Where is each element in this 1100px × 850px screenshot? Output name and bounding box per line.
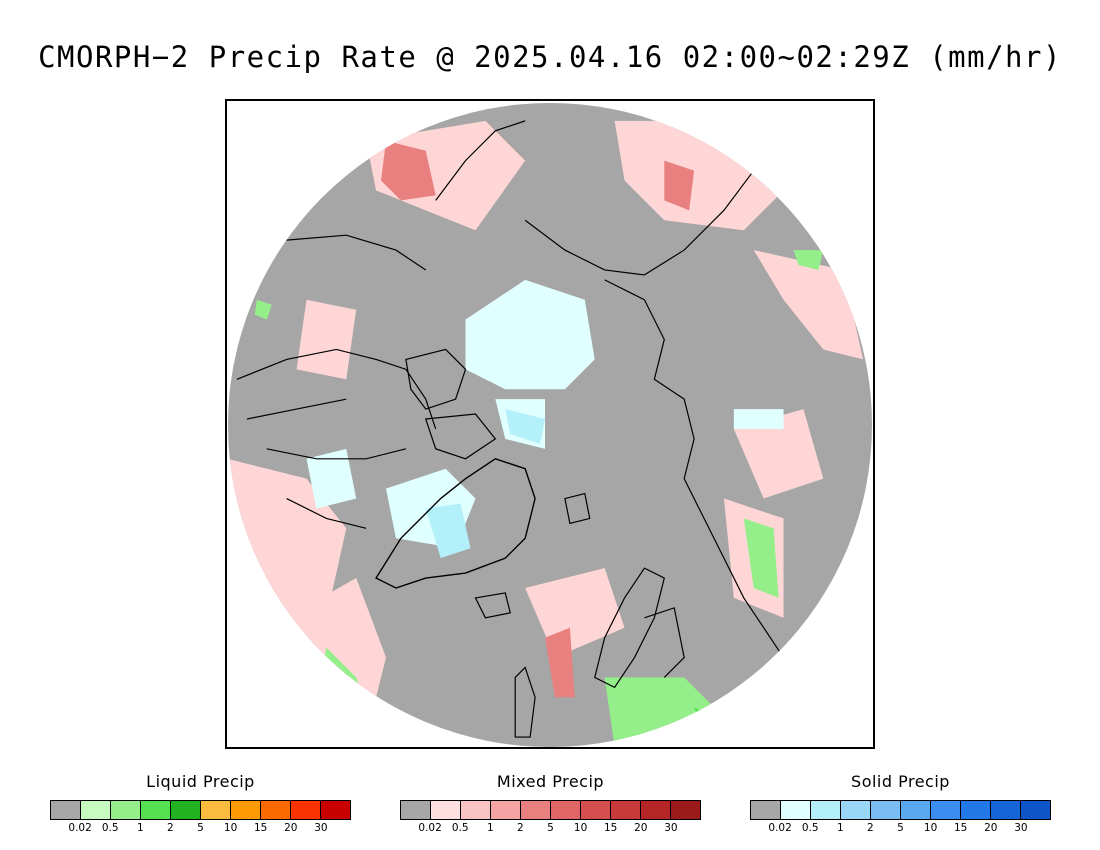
legend-swatch <box>521 801 551 819</box>
greenland-coastline <box>375 458 536 589</box>
legend-swatch <box>751 801 781 819</box>
uk-coastline <box>514 666 536 738</box>
legend-tick-label: 10 <box>923 822 938 834</box>
legend-color-bar <box>50 800 351 820</box>
canada-coastline <box>236 348 437 529</box>
scandinavia-coastline <box>594 567 685 689</box>
legend-swatch <box>171 801 201 819</box>
legend-swatch <box>51 801 81 819</box>
polar-map-canvas <box>227 102 873 747</box>
legend-title: Mixed Precip <box>496 772 605 791</box>
legend-swatch <box>901 801 931 819</box>
legend-tick-label: 0.02 <box>418 822 442 834</box>
legend-swatch <box>641 801 671 819</box>
legend-swatch <box>491 801 521 819</box>
legend-tick-label: 20 <box>984 822 998 834</box>
legend-tick-label: 15 <box>954 822 968 834</box>
legend-swatch <box>781 801 811 819</box>
legend-ticks: 0.02 0.5 1 2 5 10 15 20 30 <box>400 820 701 834</box>
legend-swatch <box>141 801 171 819</box>
legend-swatch <box>611 801 641 819</box>
legend-swatch <box>991 801 1021 819</box>
legend-tick-label: 30 <box>664 822 678 834</box>
legend-swatch <box>231 801 261 819</box>
legend-tick-label: 30 <box>314 822 328 834</box>
legend-tick-label: 0.02 <box>68 822 92 834</box>
legend-swatch <box>871 801 901 819</box>
legend-title: Solid Precip <box>851 772 950 791</box>
legend-swatch <box>321 801 350 819</box>
legend-tick-label: 30 <box>1014 822 1028 834</box>
legend-swatch <box>671 801 700 819</box>
legend-swatch <box>431 801 461 819</box>
legend-swatch <box>201 801 231 819</box>
svalbard-coastline <box>564 492 591 525</box>
legend-swatch <box>811 801 841 819</box>
alaska-siberia-coastline <box>286 120 755 276</box>
russia-coastline <box>604 279 785 658</box>
legend-ticks: 0.02 0.5 1 2 5 10 15 20 30 <box>750 820 1051 834</box>
solid-precip-moderate <box>425 409 546 559</box>
legend-swatch <box>261 801 291 819</box>
legend-liquid: Liquid Precip 0.02 0.5 1 2 5 10 15 20 30 <box>50 772 351 842</box>
legend-swatch <box>291 801 321 819</box>
legend-tick-label: 1 <box>836 822 844 834</box>
legend-swatch <box>1021 801 1050 819</box>
legend-color-bar <box>750 800 1051 820</box>
legend-swatch <box>401 801 431 819</box>
legend-swatch <box>461 801 491 819</box>
legend-tick-label: 2 <box>517 822 524 834</box>
legend-tick-label: 0.02 <box>768 822 792 834</box>
legend-swatch <box>81 801 111 819</box>
legend-tick-label: 1 <box>486 822 494 834</box>
polar-map <box>225 99 875 749</box>
no-precip-area <box>227 102 873 747</box>
legend-title: Liquid Precip <box>146 772 255 791</box>
legend-swatch <box>111 801 141 819</box>
iceland-coastline <box>474 592 511 619</box>
legend-tick-label: 5 <box>547 822 554 834</box>
legend-tick-label: 5 <box>897 822 904 834</box>
legend-tick-label: 5 <box>197 822 204 834</box>
legend-swatch <box>581 801 611 819</box>
legend-tick-label: 10 <box>223 822 238 834</box>
legend-tick-label: 10 <box>573 822 588 834</box>
legend-tick-label: 0.5 <box>101 822 119 834</box>
legend-swatch <box>551 801 581 819</box>
legend-swatch <box>931 801 961 819</box>
legend-swatch <box>841 801 871 819</box>
legend-mixed: Mixed Precip 0.02 0.5 1 2 5 10 15 20 30 <box>400 772 701 842</box>
legend-tick-label: 20 <box>634 822 648 834</box>
legend-tick-label: 2 <box>167 822 174 834</box>
legend-tick-label: 0.5 <box>801 822 819 834</box>
legend-tick-label: 15 <box>604 822 618 834</box>
legend-tick-label: 1 <box>136 822 144 834</box>
legend-swatch <box>961 801 991 819</box>
legend-tick-label: 0.5 <box>451 822 469 834</box>
legend-tick-label: 20 <box>284 822 298 834</box>
legend-ticks: 0.02 0.5 1 2 5 10 15 20 30 <box>50 820 351 834</box>
legend-tick-label: 2 <box>867 822 874 834</box>
arctic-islands-coastline <box>405 348 497 460</box>
legend-tick-label: 15 <box>254 822 268 834</box>
legend-color-bar <box>400 800 701 820</box>
page-title: CMORPH−2 Precip Rate @ 2025.04.16 02:00~… <box>38 40 1062 74</box>
legend-solid: Solid Precip 0.02 0.5 1 2 5 10 15 20 30 <box>750 772 1051 842</box>
